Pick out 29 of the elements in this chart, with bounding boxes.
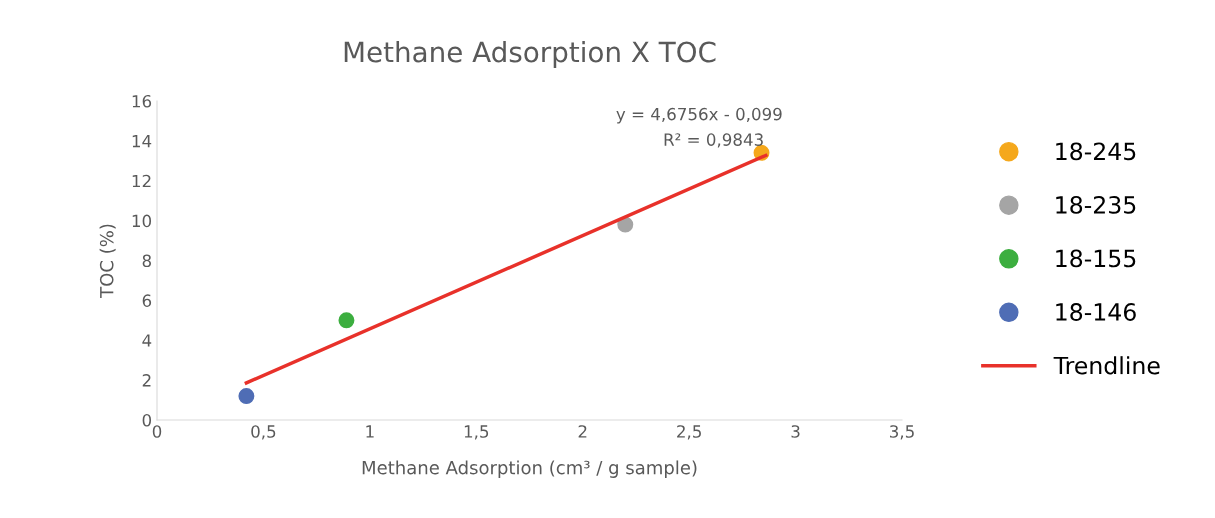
y-tick-label: 8 (142, 254, 151, 268)
point (338, 312, 355, 329)
legend-label: 18-146 (1056, 303, 1136, 321)
x-tick-label: 0,5 (251, 425, 276, 440)
x-tick-label: 2,5 (677, 425, 701, 440)
x-tick-label: 3 (791, 425, 800, 438)
legend-label: Trendline (1053, 356, 1160, 375)
y-tick-label: 0 (142, 413, 152, 427)
y-tick-label: 14 (132, 135, 152, 148)
legend-label: 18-245 (1056, 142, 1136, 161)
annotation: y = 4,6756x - 0,099 (616, 107, 782, 124)
y-tick-label: 6 (142, 294, 152, 307)
x-tick-label: 1 (366, 425, 374, 438)
x-tick-label: 3,5 (890, 425, 914, 440)
x-tick-label: 2 (578, 425, 587, 438)
x-axis-title: Methane Adsorption (cm³ / g sample) (362, 460, 697, 478)
x-tick-label: 1,5 (464, 425, 489, 440)
y-axis-title: TOC (%) (99, 224, 116, 298)
legend-label: 18-235 (1056, 195, 1136, 214)
y-tick-label: 4 (142, 334, 152, 347)
point (238, 388, 255, 405)
x-tick-label: 0 (152, 425, 162, 438)
y-tick-label: 12 (132, 174, 151, 188)
legend-label: 18-155 (1056, 249, 1136, 268)
y-tick-label: 2 (142, 374, 151, 387)
annotation: R² = 0,9843 (664, 133, 763, 148)
y-tick-label: 10 (132, 214, 152, 228)
y-tick-label: 16 (132, 94, 152, 108)
chart-title: Methane Adsorption X TOC (344, 41, 716, 68)
